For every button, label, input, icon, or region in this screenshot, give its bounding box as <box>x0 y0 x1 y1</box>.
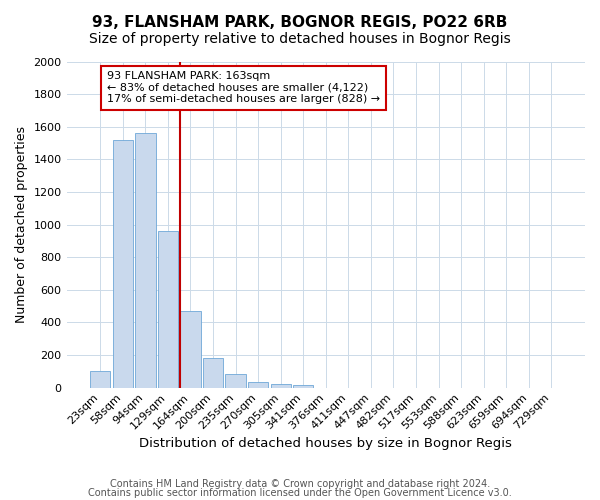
Bar <box>271 384 291 388</box>
Bar <box>203 358 223 388</box>
Bar <box>113 140 133 388</box>
Bar <box>90 372 110 388</box>
Bar <box>158 231 178 388</box>
Bar <box>248 382 268 388</box>
Text: Contains HM Land Registry data © Crown copyright and database right 2024.: Contains HM Land Registry data © Crown c… <box>110 479 490 489</box>
Text: 93, FLANSHAM PARK, BOGNOR REGIS, PO22 6RB: 93, FLANSHAM PARK, BOGNOR REGIS, PO22 6R… <box>92 15 508 30</box>
Y-axis label: Number of detached properties: Number of detached properties <box>15 126 28 323</box>
Bar <box>135 133 155 388</box>
Text: Size of property relative to detached houses in Bognor Regis: Size of property relative to detached ho… <box>89 32 511 46</box>
Bar <box>226 374 246 388</box>
Text: Contains public sector information licensed under the Open Government Licence v3: Contains public sector information licen… <box>88 488 512 498</box>
X-axis label: Distribution of detached houses by size in Bognor Regis: Distribution of detached houses by size … <box>139 437 512 450</box>
Text: 93 FLANSHAM PARK: 163sqm
← 83% of detached houses are smaller (4,122)
17% of sem: 93 FLANSHAM PARK: 163sqm ← 83% of detach… <box>107 72 380 104</box>
Bar <box>181 311 200 388</box>
Bar <box>293 385 313 388</box>
